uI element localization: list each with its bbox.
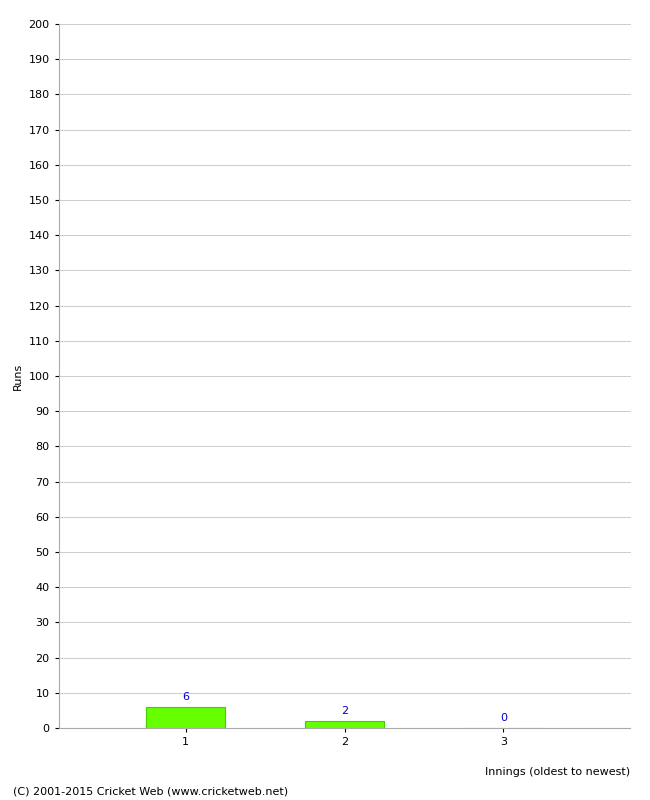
Y-axis label: Runs: Runs	[13, 362, 23, 390]
Bar	[146, 707, 226, 728]
Text: (C) 2001-2015 Cricket Web (www.cricketweb.net): (C) 2001-2015 Cricket Web (www.cricketwe…	[13, 786, 288, 796]
Text: Innings (oldest to newest): Innings (oldest to newest)	[486, 766, 630, 777]
Text: 2: 2	[341, 706, 348, 716]
Bar	[305, 721, 384, 728]
Text: 6: 6	[182, 691, 189, 702]
Text: 0: 0	[500, 713, 507, 722]
